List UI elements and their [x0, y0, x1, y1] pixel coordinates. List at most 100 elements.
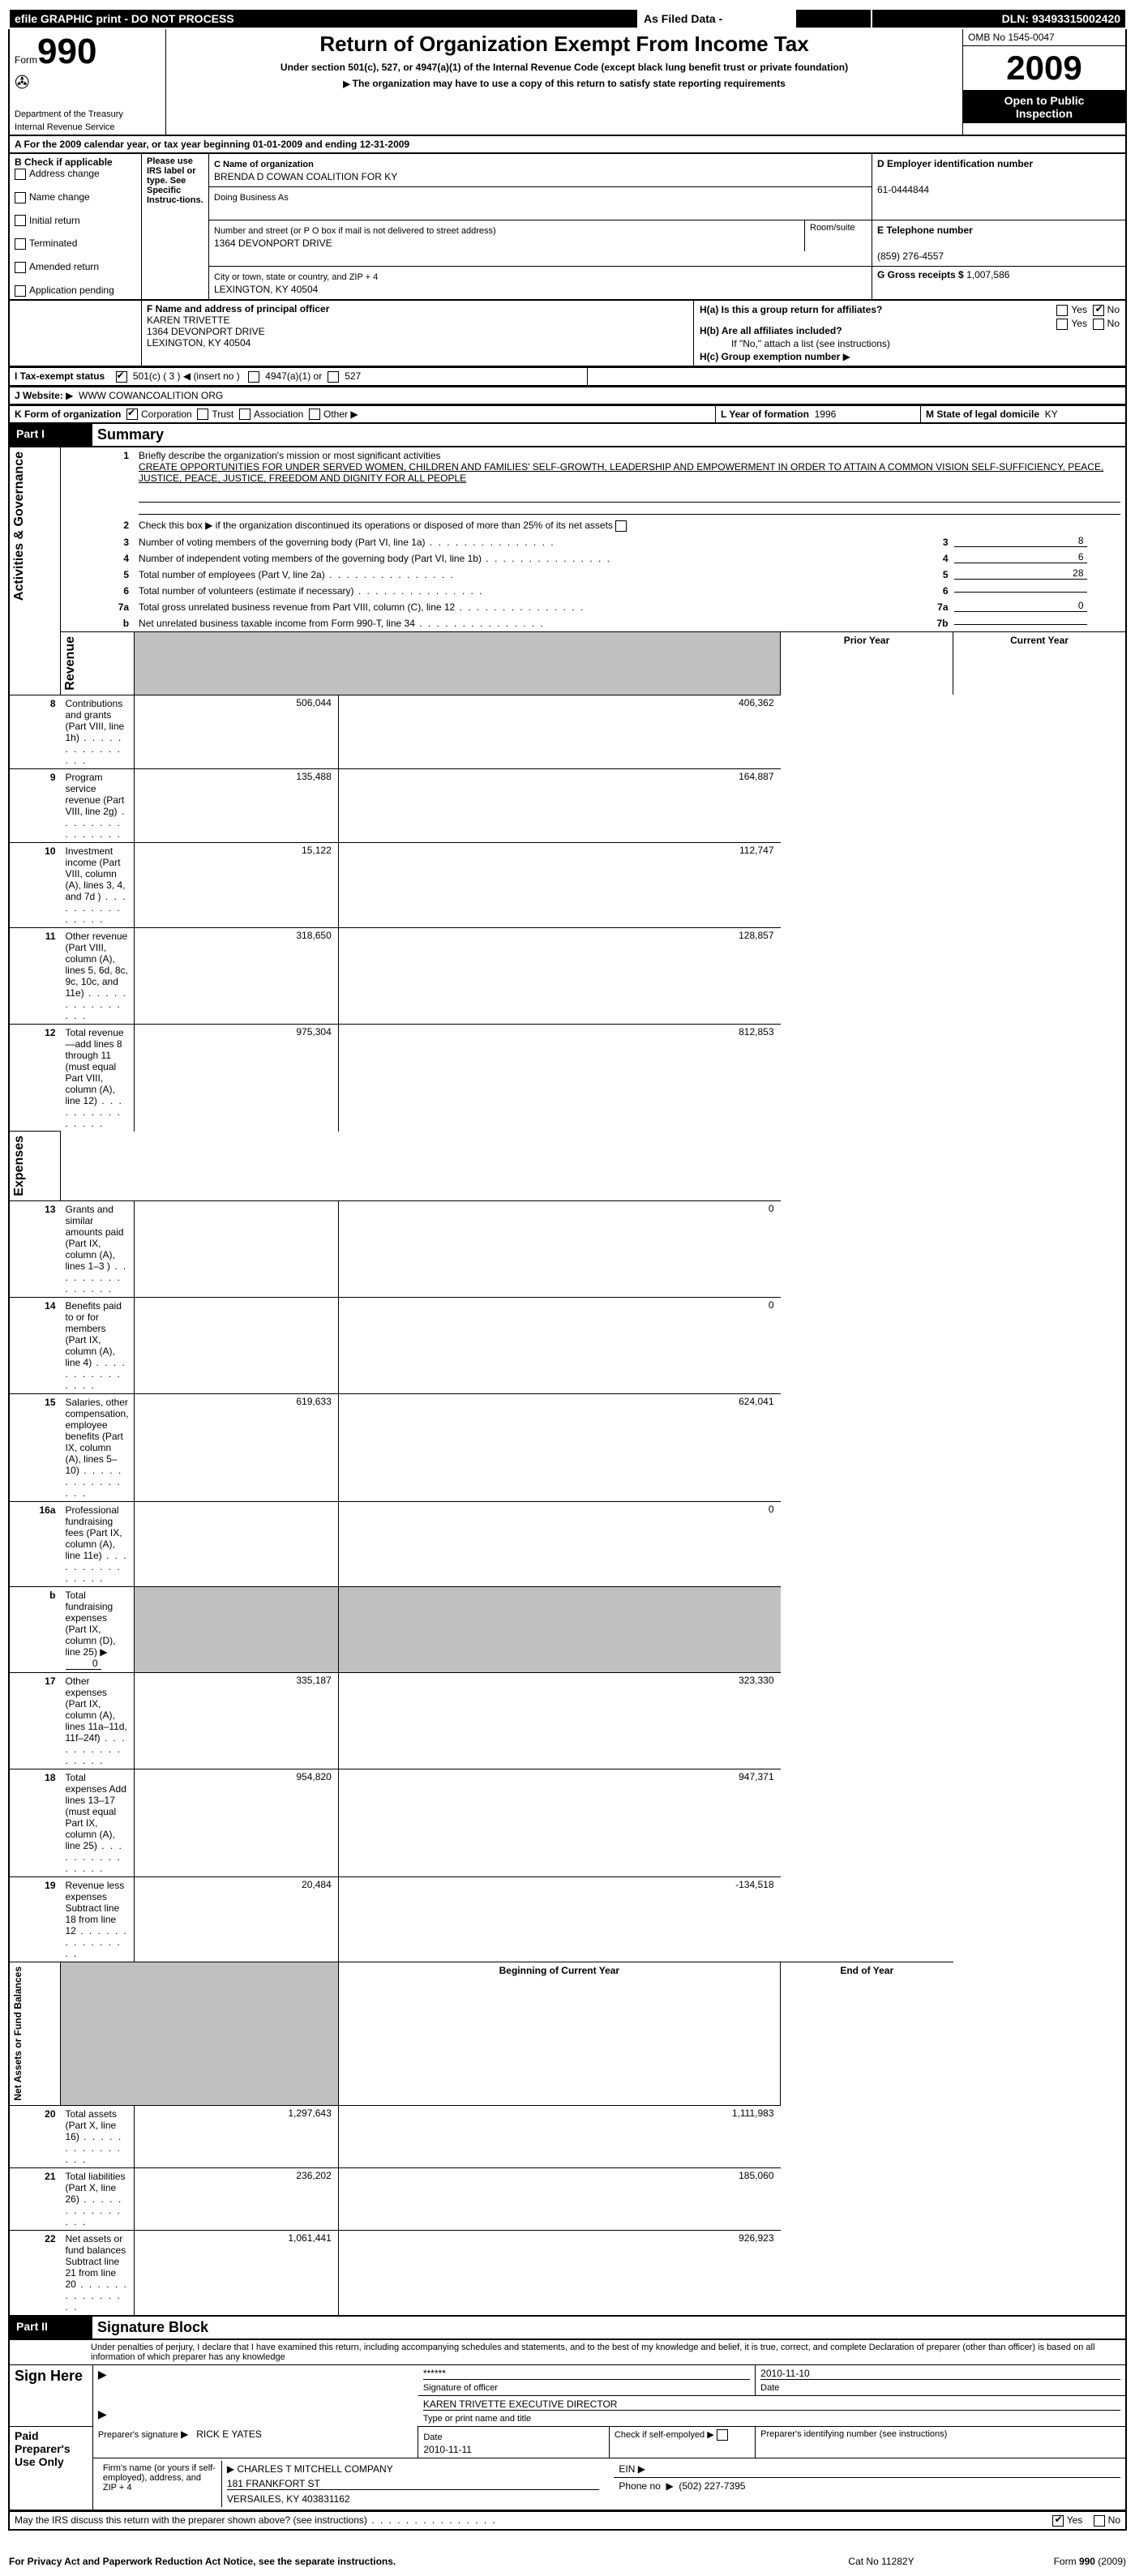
current-value: 812,853	[338, 1024, 780, 1132]
org-name: BRENDA D COWAN COALITION FOR KY	[214, 171, 397, 182]
ha-yes[interactable]: Yes	[1071, 304, 1087, 315]
cb-discontinued[interactable]	[615, 520, 627, 532]
preparer-name: RICK E YATES	[196, 2428, 262, 2440]
cb-name-change[interactable]: Name change	[29, 191, 90, 203]
cb-pending[interactable]: Application pending	[29, 285, 114, 296]
signature-date: 2010-11-10	[760, 2368, 1120, 2380]
efile-cell: efile GRAPHIC print - DO NOT PROCESS	[9, 9, 638, 28]
part1-header: Part I Summary	[8, 424, 1127, 447]
col-end-year: End of Year	[781, 1962, 953, 2106]
section-revenue: Revenue	[62, 633, 79, 694]
f-cell: F Name and address of principal officer …	[142, 301, 694, 366]
cb-discuss-yes[interactable]	[1052, 2515, 1064, 2527]
a-label: A For the 2009 calendar year, or tax yea…	[9, 136, 1126, 153]
block-fh: F Name and address of principal officer …	[8, 301, 1127, 367]
preparer-id: Preparer's identifying number (see instr…	[756, 2426, 1126, 2458]
year-formation: 1996	[815, 409, 837, 420]
expense-row: 15Salaries, other compensation, employee…	[9, 1394, 1126, 1502]
cb-initial-return[interactable]: Initial return	[29, 215, 80, 226]
g-cell: G Gross receipts $ 1,007,586	[872, 267, 1127, 300]
part2-body: Under penalties of perjury, I declare th…	[8, 2340, 1127, 2511]
dept-irs: Internal Revenue Service	[15, 122, 115, 132]
copy-note: The organization may have to use a copy …	[171, 78, 957, 89]
h-cell: H(a) Is this a group return for affiliat…	[694, 301, 1127, 366]
discuss-row: May the IRS discuss this return with the…	[8, 2511, 1127, 2531]
cb-corp[interactable]	[126, 409, 138, 420]
expense-row: 18Total expenses Add lines 13–17 (must e…	[9, 1769, 1126, 1877]
footer: For Privacy Act and Paperwork Reduction …	[8, 2555, 1127, 2568]
section-expenses: Expenses	[11, 1132, 28, 1200]
cb-other[interactable]	[309, 409, 320, 420]
cb-address-change[interactable]: Address change	[29, 168, 100, 179]
cb-terminated[interactable]: Terminated	[29, 237, 77, 249]
form-label: Form	[15, 54, 37, 66]
cb-527[interactable]	[328, 371, 339, 383]
cb-discuss-no[interactable]	[1094, 2515, 1105, 2527]
firm-city: VERSAILES, KY 403831162	[227, 2493, 350, 2505]
dln-value: 93493315002420	[1032, 12, 1120, 25]
firm-name: CHARLES T MITCHELL COMPANY	[237, 2463, 392, 2475]
revenue-row: 12Total revenue—add lines 8 through 11 (…	[9, 1024, 1126, 1132]
part1-body: Activities & Governance 1 Briefly descri…	[8, 447, 1127, 2316]
expense-row: 13Grants and similar amounts paid (Part …	[9, 1201, 1126, 1298]
revenue-row: 11Other revenue (Part VIII, column (A), …	[9, 927, 1126, 1024]
d-cell: D Employer identification number 61-0444…	[872, 154, 1127, 220]
col-begin-year: Beginning of Current Year	[338, 1962, 780, 2106]
current-value: 406,362	[338, 695, 780, 768]
section-netassets: Net Assets or Fund Balances	[11, 1963, 25, 2104]
sign-here: Sign Here	[9, 2364, 92, 2426]
mission-text: CREATE OPPORTUNITIES FOR UNDER SERVED WO…	[139, 461, 1103, 484]
netasset-row: 20Total assets (Part X, line 16)1,297,64…	[9, 2105, 1126, 2167]
prior-value: 135,488	[134, 768, 338, 842]
cat-number: Cat No 11282Y	[799, 2555, 963, 2568]
firm-address: 181 FRANKFORT ST	[227, 2478, 320, 2489]
ha-label: H(a) Is this a group return for affiliat…	[700, 304, 882, 315]
expense-row: bTotal fundraising expenses (Part IX, co…	[9, 1587, 1126, 1673]
row-i: I Tax-exempt status 501(c) ( 3 ) ◀ (inse…	[8, 367, 1127, 387]
officer-name: KAREN TRIVETTE	[147, 315, 229, 326]
form-subtitle: Under section 501(c), 527, or 4947(a)(1)…	[220, 62, 909, 73]
prior-value: 15,122	[134, 842, 338, 927]
expense-row: 19Revenue less expenses Subtract line 18…	[9, 1877, 1126, 1962]
hb-yes[interactable]: Yes	[1071, 318, 1087, 329]
part2-header: Part II Signature Block	[8, 2317, 1127, 2340]
hb-no[interactable]: No	[1107, 318, 1120, 329]
row-klm: K Form of organization Corporation Trust…	[8, 405, 1127, 425]
dept-treasury: Department of the Treasury	[15, 109, 123, 119]
preparer-date: 2010-11-11	[423, 2444, 472, 2455]
gross-receipts: 1,007,586	[966, 269, 1009, 280]
website-url[interactable]: WWW COWANCOALITION ORG	[79, 390, 223, 401]
cb-assoc[interactable]	[239, 409, 251, 420]
officer-printed-name: KAREN TRIVETTE EXECUTIVE DIRECTOR	[423, 2398, 1120, 2411]
cb-trust[interactable]	[197, 409, 208, 420]
header-block: Form990 ✇ Department of the Treasury Int…	[8, 29, 1127, 136]
hb-label: H(b) Are all affiliates included?	[700, 325, 842, 336]
current-value: 164,887	[338, 768, 780, 842]
perjury-statement: Under penalties of perjury, I declare th…	[9, 2340, 1126, 2365]
expense-row: 14Benefits paid to or for members (Part …	[9, 1298, 1126, 1394]
addr-cell: Number and street (or P O box if mail is…	[209, 220, 872, 267]
city-state-zip: LEXINGTON, KY 40504	[214, 284, 318, 295]
privacy-notice: For Privacy Act and Paperwork Reduction …	[8, 2555, 799, 2568]
revenue-row: 10Investment income (Part VIII, column (…	[9, 842, 1126, 927]
current-value: 128,857	[338, 927, 780, 1024]
topbar: efile GRAPHIC print - DO NOT PROCESS As …	[8, 8, 1127, 29]
cb-amended[interactable]: Amended return	[29, 261, 99, 272]
part2-label: Part II	[9, 2317, 92, 2339]
asfiled-cell: As Filed Data -	[638, 9, 795, 28]
hc-label: H(c) Group exemption number	[700, 351, 840, 362]
officer-signature[interactable]: ******	[423, 2368, 750, 2380]
cb-self-employed[interactable]	[717, 2429, 728, 2441]
ha-no[interactable]: No	[1107, 304, 1120, 315]
form-number: 990	[37, 32, 96, 71]
city-cell: City or town, state or country, and ZIP …	[209, 267, 872, 300]
part2-title: Signature Block	[92, 2317, 1126, 2339]
telephone: (859) 276-4557	[877, 250, 944, 262]
l2-text: Check this box ▶ if the organization dis…	[139, 520, 613, 531]
part1-label: Part I	[9, 424, 92, 447]
prior-value: 975,304	[134, 1024, 338, 1132]
efile-text: efile GRAPHIC print - DO NOT PROCESS	[15, 12, 234, 25]
expense-row: 17Other expenses (Part IX, column (A), l…	[9, 1673, 1126, 1769]
cb-501c[interactable]	[116, 371, 127, 383]
cb-4947[interactable]	[248, 371, 259, 383]
